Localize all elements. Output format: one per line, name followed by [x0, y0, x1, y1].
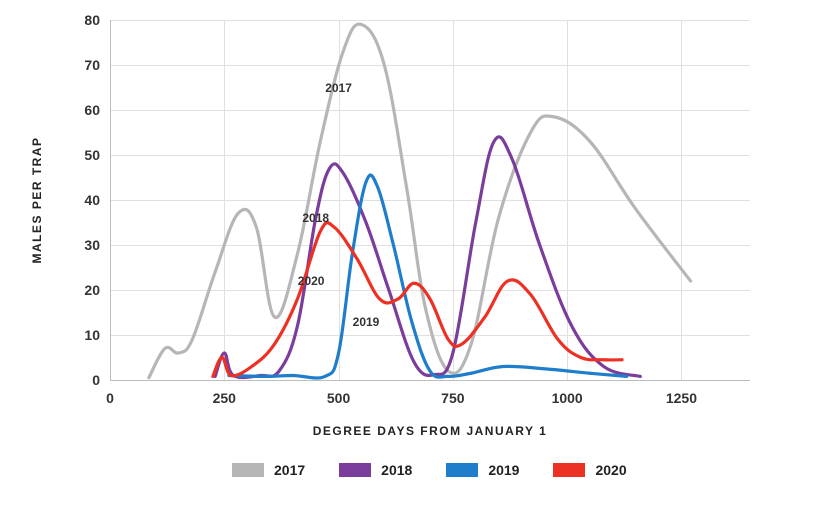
y-tick-label: 70: [84, 57, 110, 73]
y-tick-label: 40: [84, 192, 110, 208]
series-inline-label-2018: 2018: [302, 211, 329, 225]
x-tick-label: 1250: [666, 380, 697, 406]
series-line-2017: [149, 24, 691, 378]
legend-swatch-2020: [553, 463, 585, 477]
legend-label-2018: 2018: [381, 462, 412, 478]
legend-swatch-2018: [339, 463, 371, 477]
legend-label-2020: 2020: [595, 462, 626, 478]
legend-item-2020: 2020: [553, 462, 626, 478]
legend: 2017 2018 2019 2020: [232, 462, 627, 478]
legend-item-2019: 2019: [446, 462, 519, 478]
series-inline-label-2019: 2019: [353, 315, 380, 329]
legend-item-2017: 2017: [232, 462, 305, 478]
chart-container: 0102030405060708002505007501000125020172…: [0, 0, 818, 511]
x-tick-label: 0: [106, 380, 114, 406]
x-tick-label: 1000: [552, 380, 583, 406]
y-axis-title: MALES PER TRAP: [30, 136, 44, 263]
x-tick-label: 250: [213, 380, 236, 406]
series-inline-label-2017: 2017: [325, 81, 352, 95]
series-inline-label-2020: 2020: [298, 274, 325, 288]
plot-area: 0102030405060708002505007501000125020172…: [110, 20, 750, 380]
x-tick-label: 750: [441, 380, 464, 406]
legend-item-2018: 2018: [339, 462, 412, 478]
y-tick-label: 10: [84, 327, 110, 343]
y-tick-label: 80: [84, 12, 110, 28]
series-line-2018: [215, 137, 640, 378]
legend-label-2019: 2019: [488, 462, 519, 478]
legend-swatch-2017: [232, 463, 264, 477]
x-axis-line: [110, 380, 750, 381]
x-tick-label: 500: [327, 380, 350, 406]
legend-swatch-2019: [446, 463, 478, 477]
y-tick-label: 50: [84, 147, 110, 163]
legend-label-2017: 2017: [274, 462, 305, 478]
x-axis-title: DEGREE DAYS FROM JANUARY 1: [313, 424, 548, 438]
y-tick-label: 60: [84, 102, 110, 118]
y-tick-label: 30: [84, 237, 110, 253]
series-svg: [110, 20, 750, 380]
y-tick-label: 20: [84, 282, 110, 298]
